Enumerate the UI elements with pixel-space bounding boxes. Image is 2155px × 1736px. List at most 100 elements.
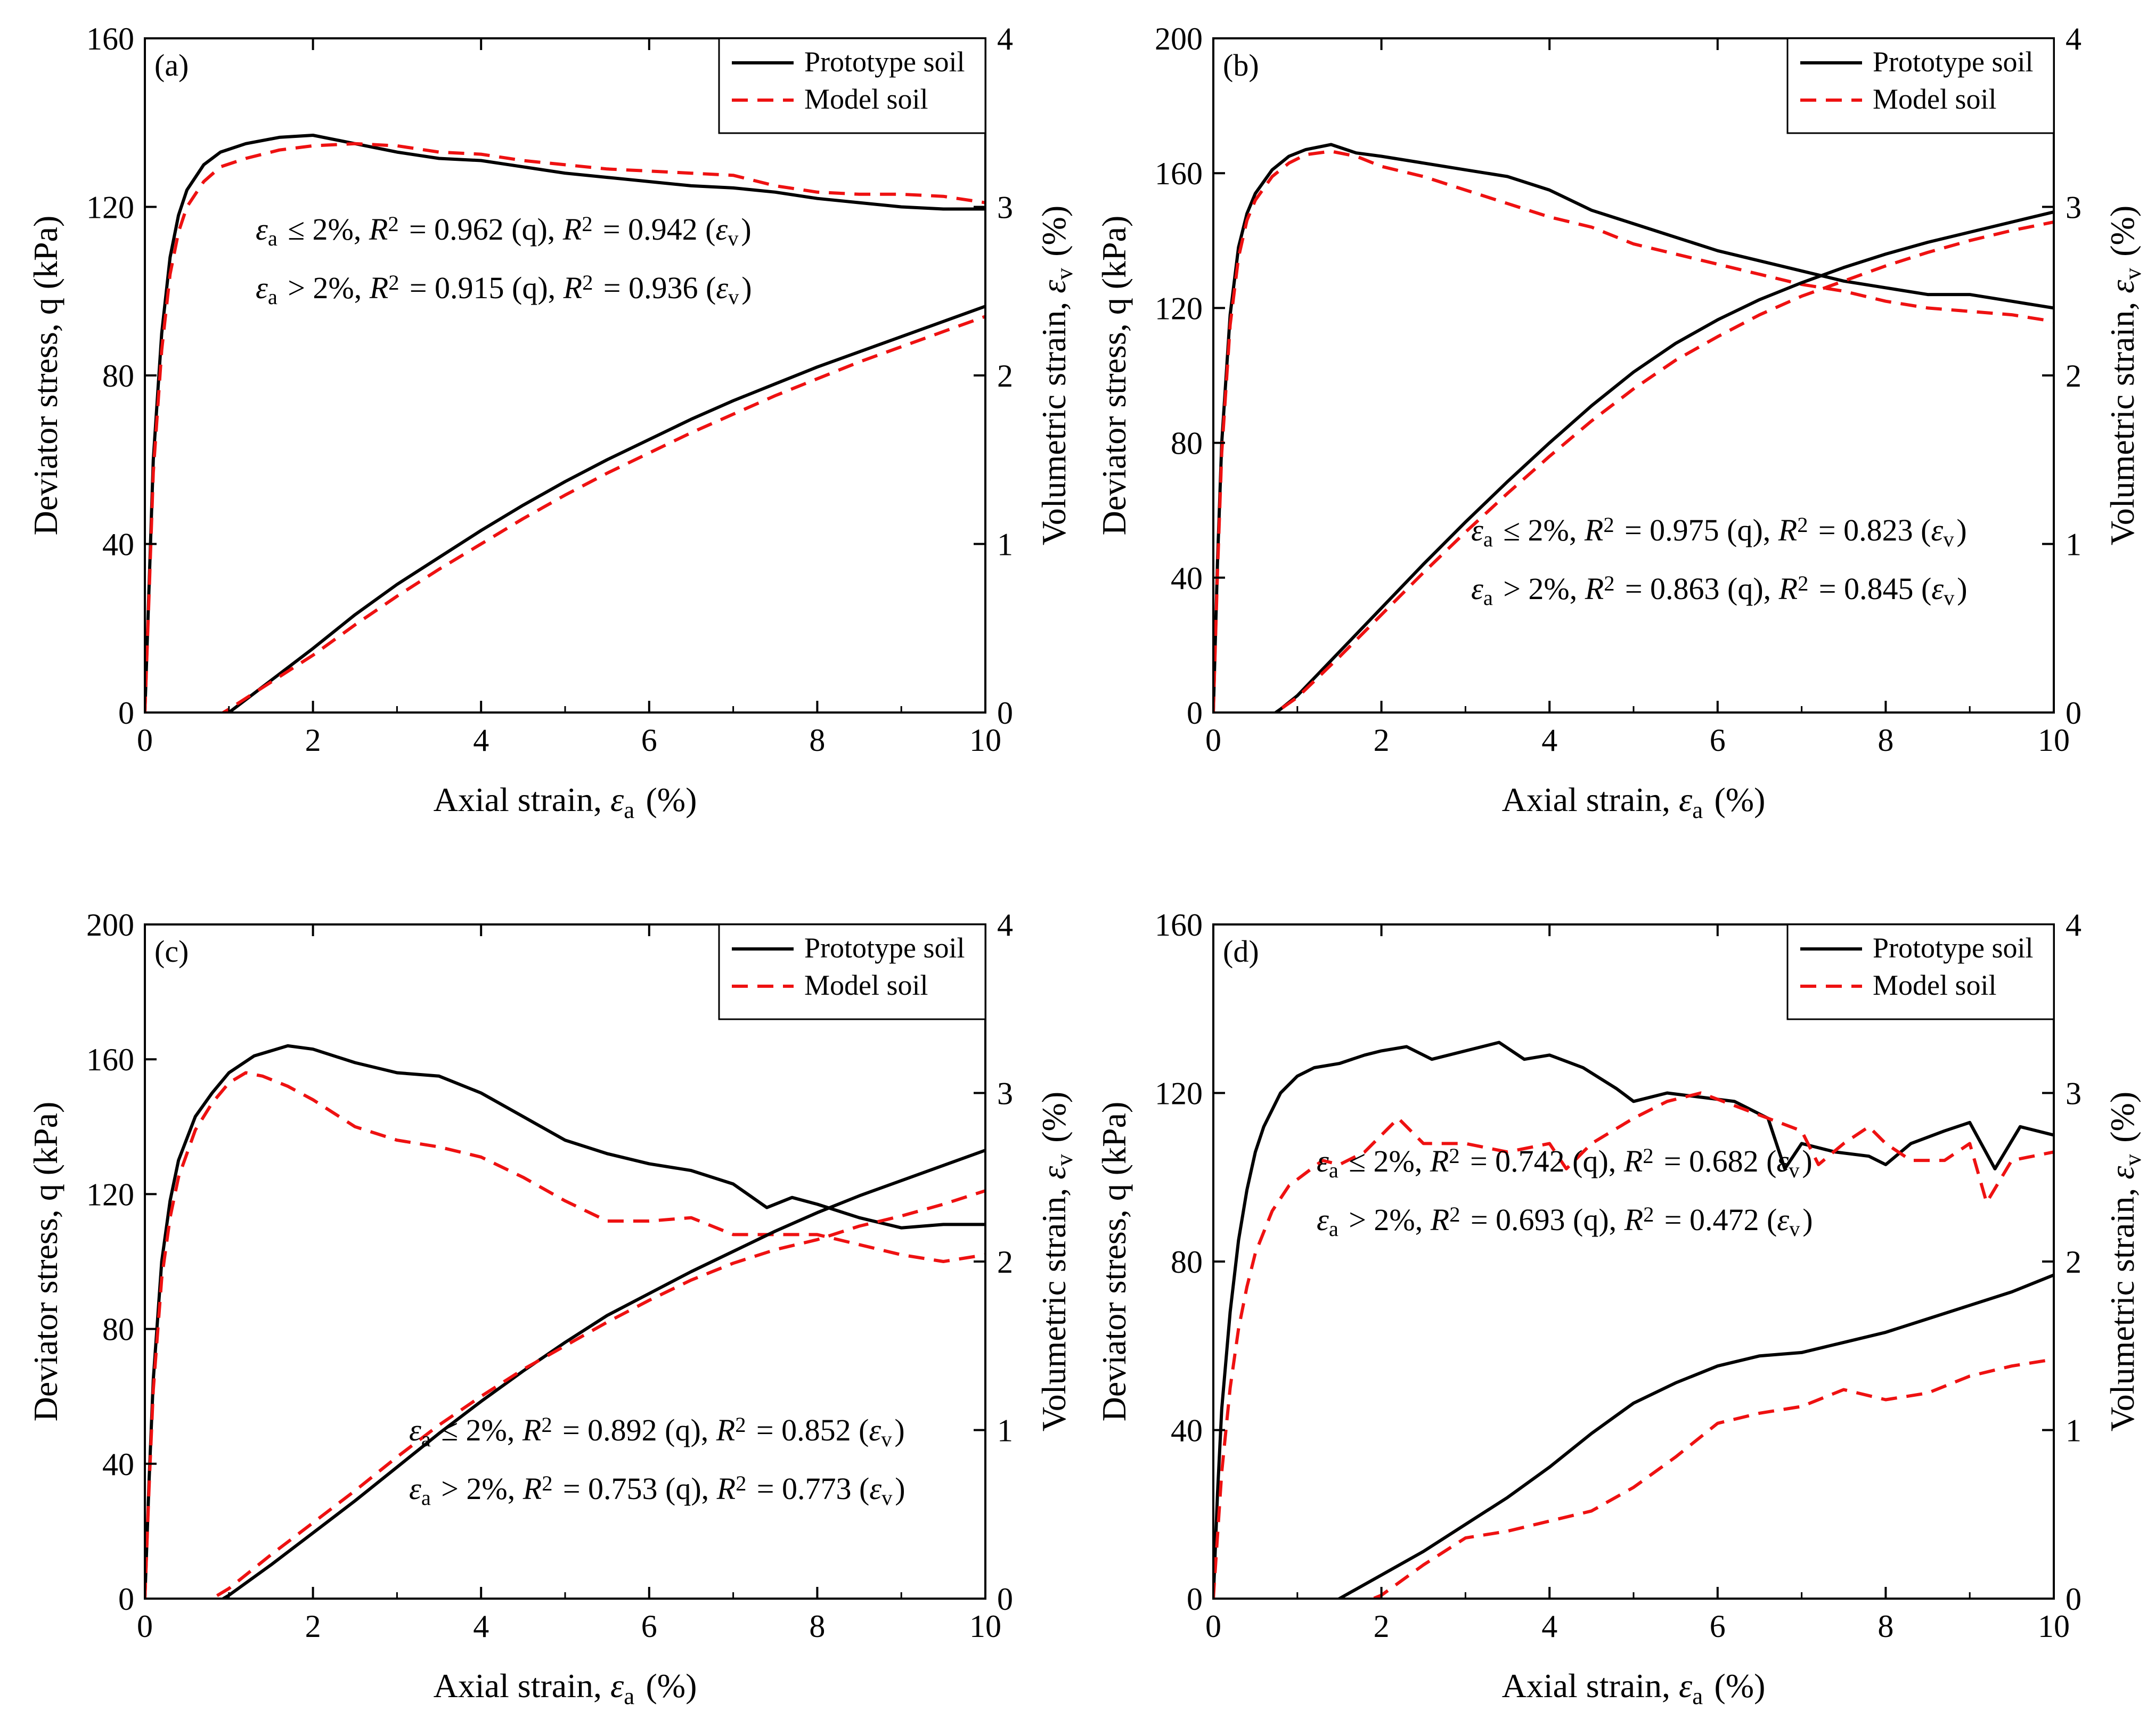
annotation-line-1: εa ≤ 2%, R2 = 0.975 (q), R2 = 0.823 (εv … bbox=[1471, 513, 1967, 551]
series-line-model-q bbox=[1213, 150, 2054, 713]
y-left-tick-label: 120 bbox=[1155, 1076, 1203, 1111]
legend-label-prototype: Prototype soil bbox=[804, 46, 965, 78]
series-line-model-ev bbox=[1213, 220, 2054, 713]
plot-frame bbox=[1212, 923, 2055, 1600]
x-tick-label: 4 bbox=[473, 723, 489, 758]
y-right-tick-label: 1 bbox=[2066, 1413, 2081, 1448]
series-line-prototype-q bbox=[1213, 143, 2054, 713]
annotation-line-1: εa ≤ 2%, R2 = 0.962 (q), R2 = 0.942 (εv … bbox=[256, 212, 752, 250]
y-left-tick-label: 120 bbox=[86, 190, 134, 225]
y-left-axis-title: Deviator stress, q (kPa) bbox=[1095, 1102, 1133, 1422]
y-right-tick-label: 4 bbox=[997, 21, 1013, 56]
legend-label-model: Model soil bbox=[1873, 969, 1997, 1001]
y-left-tick-label: 120 bbox=[1155, 291, 1203, 326]
y-right-tick-label: 2 bbox=[997, 358, 1013, 394]
x-tick-label: 4 bbox=[1541, 1609, 1557, 1644]
y-right-axis-title: Volumetric strain, εv (%) bbox=[1035, 206, 1078, 545]
y-right-tick-label: 0 bbox=[997, 1582, 1013, 1617]
legend-label-prototype: Prototype soil bbox=[804, 932, 965, 964]
x-tick-label: 2 bbox=[1374, 723, 1390, 758]
y-right-tick-label: 2 bbox=[2066, 1244, 2081, 1280]
y-right-tick-label: 3 bbox=[2066, 1076, 2081, 1111]
y-left-tick-label: 40 bbox=[102, 527, 134, 562]
annotation-line-1: εa ≤ 2%, R2 = 0.892 (q), R2 = 0.852 (εv … bbox=[409, 1413, 905, 1451]
y-left-tick-label: 120 bbox=[86, 1177, 134, 1212]
legend-label-prototype: Prototype soil bbox=[1873, 932, 2034, 964]
y-left-tick-label: 80 bbox=[102, 358, 134, 394]
legend: Prototype soil Model soil bbox=[718, 37, 986, 134]
y-left-tick-label: 160 bbox=[86, 1042, 134, 1077]
panel-label: (a) bbox=[154, 48, 189, 83]
y-left-tick-label: 160 bbox=[1155, 156, 1203, 191]
x-tick-label: 6 bbox=[1710, 723, 1726, 758]
x-tick-label: 0 bbox=[1205, 723, 1221, 758]
plot-frame bbox=[1212, 37, 2055, 714]
y-right-tick-label: 0 bbox=[2066, 695, 2081, 731]
series-line-prototype-ev bbox=[145, 1149, 985, 1599]
y-left-tick-label: 0 bbox=[1187, 1582, 1203, 1617]
y-right-tick-label: 3 bbox=[997, 1076, 1013, 1111]
series-line-prototype-ev bbox=[1213, 210, 2054, 713]
legend: Prototype soil Model soil bbox=[1786, 37, 2055, 134]
series-line-model-ev bbox=[145, 315, 985, 713]
x-tick-label: 8 bbox=[1878, 1609, 1893, 1644]
y-left-tick-label: 200 bbox=[86, 907, 134, 943]
y-right-tick-label: 1 bbox=[997, 1413, 1013, 1448]
y-right-axis-title: Volumetric strain, εv (%) bbox=[2103, 206, 2146, 545]
x-axis-title: Axial strain, εa (%) bbox=[1502, 1667, 1766, 1709]
y-left-tick-label: 160 bbox=[86, 21, 134, 56]
y-left-axis-title: Deviator stress, q (kPa) bbox=[27, 216, 64, 536]
x-tick-label: 10 bbox=[969, 1609, 1001, 1644]
y-right-tick-label: 0 bbox=[997, 695, 1013, 731]
y-left-tick-label: 40 bbox=[102, 1447, 134, 1482]
x-tick-label: 8 bbox=[809, 1609, 825, 1644]
annotation-line-2: εa > 2%, R2 = 0.753 (q), R2 = 0.773 (εv … bbox=[409, 1471, 905, 1510]
y-left-tick-label: 80 bbox=[1171, 1244, 1203, 1280]
x-tick-label: 8 bbox=[809, 723, 825, 758]
legend-box bbox=[718, 37, 986, 134]
x-tick-label: 4 bbox=[1541, 723, 1557, 758]
legend-box bbox=[1786, 923, 2055, 1020]
y-left-tick-label: 40 bbox=[1171, 1413, 1203, 1448]
y-left-tick-label: 80 bbox=[1171, 426, 1203, 461]
y-right-axis-title: Volumetric strain, εv (%) bbox=[2103, 1092, 2146, 1431]
legend: Prototype soil Model soil bbox=[718, 923, 986, 1020]
x-tick-label: 6 bbox=[641, 1609, 657, 1644]
series-line-prototype-q bbox=[1213, 1041, 2054, 1599]
x-tick-label: 10 bbox=[2038, 723, 2070, 758]
annotation-line-1: εa ≤ 2%, R2 = 0.742 (q), R2 = 0.682 (εv … bbox=[1317, 1144, 1813, 1182]
x-tick-label: 0 bbox=[1205, 1609, 1221, 1644]
y-left-axis-title: Deviator stress, q (kPa) bbox=[27, 1102, 64, 1422]
legend-label-prototype: Prototype soil bbox=[1873, 46, 2034, 78]
panel-label: (b) bbox=[1223, 48, 1259, 83]
y-left-tick-label: 0 bbox=[118, 695, 134, 731]
series-line-prototype-ev bbox=[1213, 1273, 2054, 1599]
series-line-model-ev bbox=[145, 1189, 985, 1599]
x-tick-label: 2 bbox=[305, 1609, 321, 1644]
y-right-axis-title: Volumetric strain, εv (%) bbox=[1035, 1092, 1078, 1431]
series-line-prototype-q bbox=[145, 1044, 985, 1599]
panel-label: (c) bbox=[154, 934, 189, 969]
annotation-line-2: εa > 2%, R2 = 0.863 (q), R2 = 0.845 (εv … bbox=[1471, 571, 1968, 610]
y-right-tick-label: 1 bbox=[997, 527, 1013, 562]
y-left-axis-title: Deviator stress, q (kPa) bbox=[1095, 216, 1133, 536]
series-line-model-ev bbox=[1213, 1357, 2054, 1599]
legend: Prototype soil Model soil bbox=[1786, 923, 2055, 1020]
y-left-tick-label: 200 bbox=[1155, 21, 1203, 56]
series-line-model-q bbox=[1213, 1091, 2054, 1599]
x-tick-label: 6 bbox=[1710, 1609, 1726, 1644]
series-line-prototype-q bbox=[145, 134, 985, 713]
y-left-tick-label: 0 bbox=[118, 1582, 134, 1617]
panel-label: (d) bbox=[1223, 934, 1259, 969]
annotation-line-2: εa > 2%, R2 = 0.915 (q), R2 = 0.936 (εv … bbox=[256, 271, 752, 309]
x-tick-label: 4 bbox=[473, 1609, 489, 1644]
x-tick-label: 8 bbox=[1878, 723, 1893, 758]
y-right-tick-label: 4 bbox=[997, 907, 1013, 943]
y-right-tick-label: 4 bbox=[2066, 21, 2081, 56]
series-line-model-q bbox=[145, 1071, 985, 1599]
